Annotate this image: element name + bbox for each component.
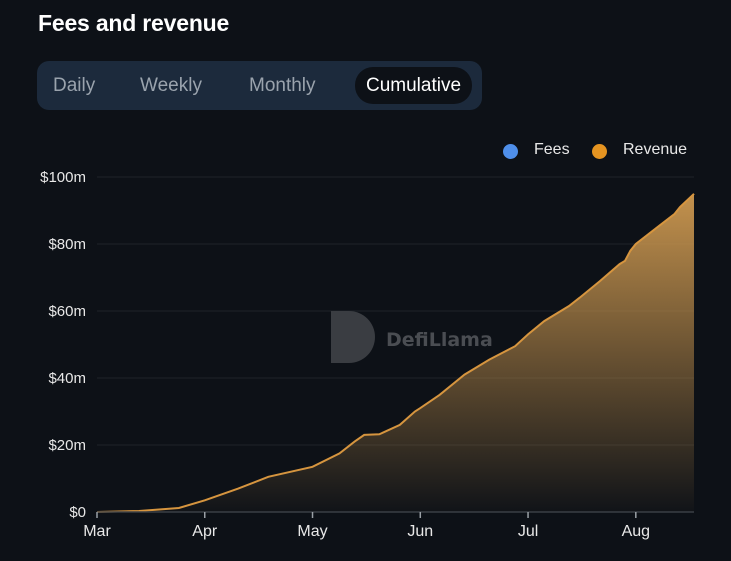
legend-fees-label[interactable]: Fees: [534, 141, 570, 158]
tab-daily[interactable]: Daily: [53, 75, 96, 96]
revenue-area: [97, 193, 694, 513]
period-tabs: Daily Weekly Monthly Cumulative: [37, 61, 482, 110]
x-tick-label: Apr: [192, 523, 218, 540]
y-tick-label: $40m: [48, 370, 86, 387]
x-tick-label: Jul: [518, 523, 538, 540]
y-tick-label: $100m: [40, 169, 86, 186]
watermark-text: DefiLlama: [386, 329, 493, 351]
llama-logo-icon: [331, 311, 375, 363]
y-tick-label: $80m: [48, 236, 86, 253]
y-tick-label: $0: [69, 504, 86, 521]
legend-revenue-dot[interactable]: [592, 144, 607, 159]
tab-weekly[interactable]: Weekly: [140, 75, 202, 96]
watermark: DefiLlama: [331, 311, 493, 363]
x-tick-label: Jun: [407, 523, 433, 540]
y-tick-label: $60m: [48, 303, 86, 320]
tab-monthly[interactable]: Monthly: [249, 75, 316, 96]
chart-title: Fees and revenue: [38, 10, 230, 36]
revenue-line: [96, 193, 695, 513]
legend-revenue-label[interactable]: Revenue: [623, 141, 688, 158]
x-tick-label: Mar: [83, 523, 111, 540]
y-tick-label: $20m: [48, 437, 86, 454]
tab-cumulative[interactable]: Cumulative: [355, 67, 473, 104]
x-tick-label: May: [297, 523, 327, 540]
legend-fees-dot[interactable]: [503, 144, 518, 159]
x-tick-label: Aug: [622, 523, 650, 540]
